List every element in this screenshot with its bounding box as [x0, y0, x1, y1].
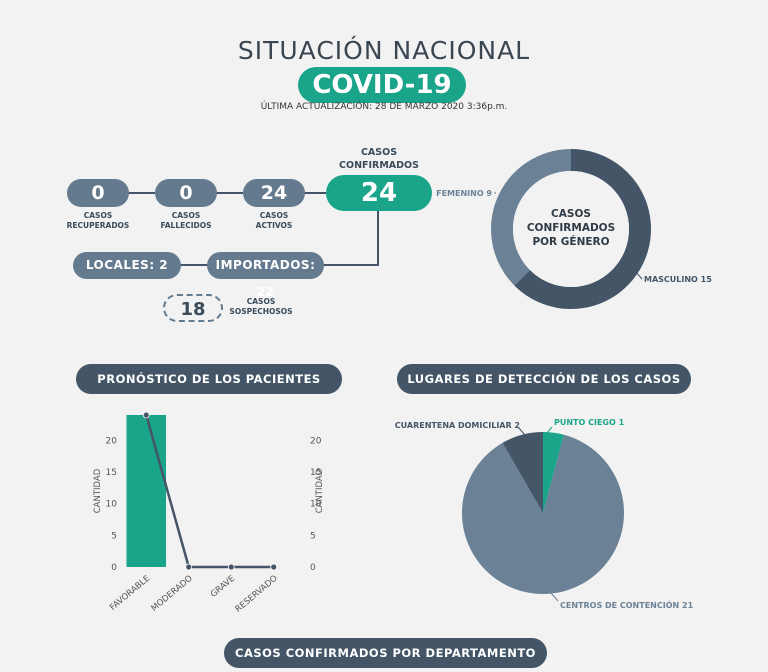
pie-slice-label-0: CENTROS DE CONTENCIÓN 21 — [560, 599, 694, 610]
sospechosos-caption: CASOS SOSPECHOSOS — [229, 297, 293, 316]
sospechosos-value: 18 — [163, 294, 223, 322]
section-lugares: LUGARES DE DETECCIÓN DE LOS CASOS — [397, 364, 691, 394]
donut-slice-1 — [514, 149, 651, 309]
confirmados-caption: CASOS CONFIRMADOS — [339, 147, 419, 171]
x-tick-label: MODERADO — [150, 573, 195, 613]
pie-slice-1 — [502, 432, 543, 513]
activos-caption: CASOS ACTIVOS — [255, 211, 293, 230]
y-tick-left: 15 — [106, 468, 117, 478]
page-title: SITUACIÓN NACIONAL — [237, 36, 531, 65]
pie-slice-0 — [462, 434, 624, 594]
y-axis-label-left: CANTIDAD — [93, 468, 103, 513]
prognosis-bar-chart: 0 0 5 5 10 10 15 15 20 20 CANTIDAD CANTIDAD FAVORABL… — [93, 411, 325, 615]
pie-leader-1 — [517, 426, 526, 436]
stats-connectors — [128, 192, 379, 266]
line-point-3 — [270, 563, 278, 571]
importados-pill: IMPORTADOS: 22 — [207, 252, 324, 299]
pie-slice-label-2: PUNTO CIEGO 1 — [554, 418, 625, 427]
locations-pie-chart: PUNTO CIEGO 1 CUARENTENA DOMICILIAR 2 CENT… — [395, 418, 694, 610]
pie-slice-label-1: CUARENTENA DOMICILIAR 2 — [395, 421, 520, 430]
y-tick-left: 20 — [106, 436, 118, 446]
y-tick-right: 5 — [310, 531, 316, 541]
last-update: ÚLTIMA ACTUALIZACIÓN: 28 DE MARZO 2020 3… — [260, 102, 508, 112]
line-point-0 — [142, 411, 150, 419]
x-tick-label: FAVORABLE — [108, 574, 152, 613]
series-line — [145, 414, 274, 569]
y-tick-right: 15 — [310, 468, 321, 478]
x-tick-label: RESERVADO — [234, 573, 280, 614]
y-tick-right: 0 — [310, 563, 316, 573]
donut-slice-0 — [491, 149, 571, 286]
y-tick-right: 20 — [310, 436, 322, 446]
recuperados-value: 0 — [67, 179, 129, 207]
pie-slice-2 — [543, 432, 564, 513]
line-point-2 — [227, 563, 235, 571]
donut-center-label: CASOS — [551, 208, 591, 220]
section-pronostico: PRONÓSTICO DE LOS PACIENTES — [76, 364, 342, 394]
donut-hole — [513, 171, 629, 287]
pie-leader-0 — [550, 592, 559, 602]
covid-badge: COVID-19 — [298, 67, 466, 103]
recuperados-caption: CASOS RECUPERADOS — [66, 211, 130, 230]
y-tick-right: 10 — [310, 500, 322, 510]
donut-slice-label-0: FEMENINO 9 — [436, 189, 492, 198]
pie-leader-2 — [546, 426, 553, 434]
section-departamento: CASOS CONFIRMADOS POR DEPARTAMENTO — [224, 638, 547, 668]
donut-slice-label-1: MASCULINO 15 — [644, 275, 712, 284]
x-tick-label: GRAVE — [209, 574, 237, 600]
y-tick-left: 5 — [111, 531, 117, 541]
locales-pill: LOCALES: 2 — [73, 252, 181, 279]
activos-value: 24 — [243, 179, 305, 207]
fallecidos-value: 0 — [155, 179, 217, 207]
y-axis-label-right: CANTIDAD — [315, 468, 325, 513]
bar-favorable — [126, 415, 167, 567]
line-point-1 — [185, 563, 193, 571]
donut-leader-1 — [634, 270, 643, 280]
y-tick-left: 10 — [106, 500, 118, 510]
confirmados-value: 24 — [326, 175, 432, 211]
y-tick-left: 0 — [111, 563, 117, 573]
donut-center-label: POR GÉNERO — [532, 235, 609, 248]
fallecidos-caption: CASOS FALLECIDOS — [160, 211, 212, 230]
donut-center-label: CONFIRMADOS — [527, 222, 615, 234]
